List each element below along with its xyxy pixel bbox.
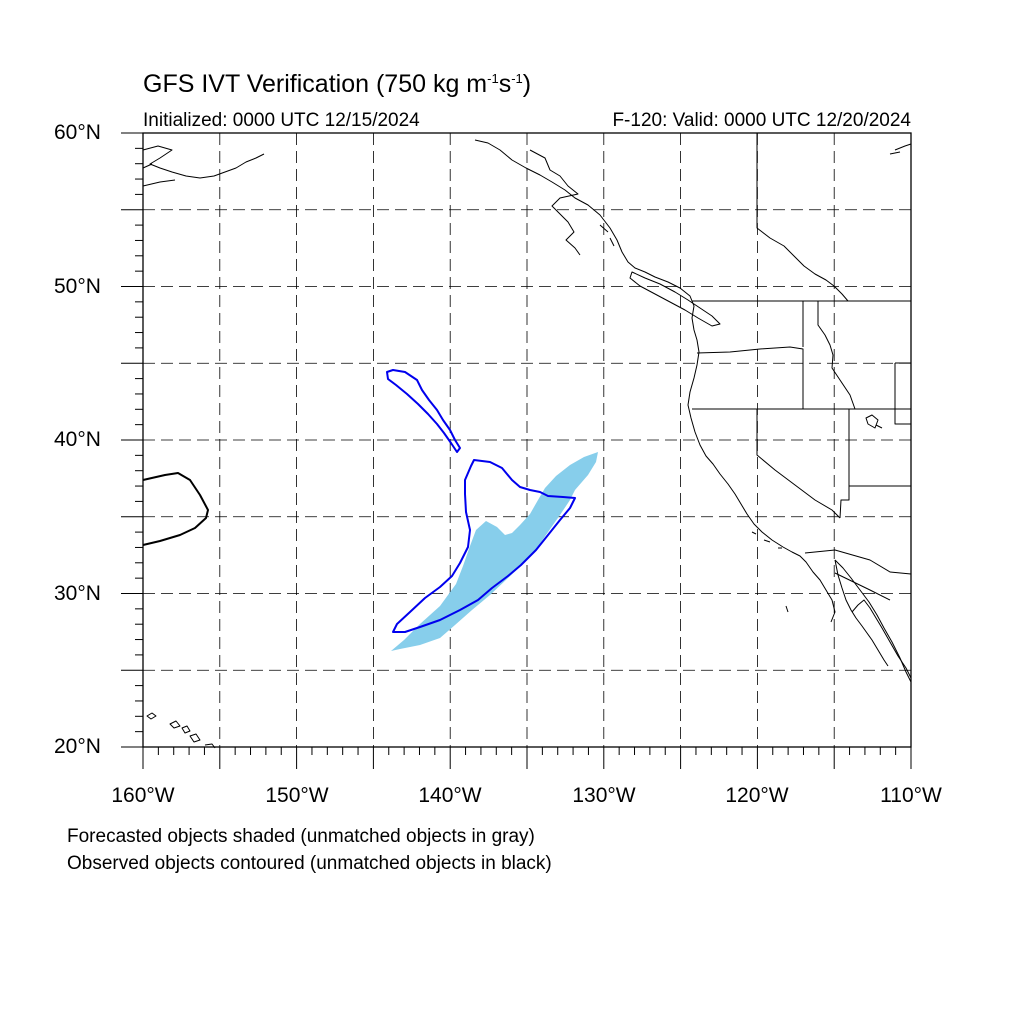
- init-time-label: Initialized: 0000 UTC 12/15/2024: [143, 110, 420, 131]
- lon-label-110w: 110°W: [880, 784, 942, 807]
- lat-label-50: 50°N: [54, 275, 101, 298]
- guadalupe-island: [785, 605, 789, 613]
- lon-label-150w: 150°W: [265, 784, 329, 807]
- border-us-mexico: [804, 549, 912, 575]
- lon-label-160w: 160°W: [111, 784, 175, 807]
- alaska-panhandle-islands: [529, 149, 615, 256]
- north-america-west-coast: [474, 139, 912, 683]
- observed-objects-contoured: [142, 369, 576, 633]
- legend-observed-note: Observed objects contoured (unmatched ob…: [67, 853, 552, 874]
- lat-label-40: 40°N: [54, 428, 101, 451]
- alaska-west: [142, 145, 265, 187]
- border-ca-nv: [756, 409, 841, 519]
- border-wa-or: [696, 346, 804, 409]
- forecast-object-shaded: [391, 452, 598, 651]
- gulf-coast-mexico: [851, 599, 912, 679]
- observed-object-matched-north: [386, 369, 461, 453]
- border-wy: [894, 362, 911, 425]
- border-az-nm: [834, 572, 891, 601]
- coastline-and-borders: [142, 133, 912, 749]
- lat-label-20: 20°N: [54, 735, 101, 758]
- great-salt-lake: [865, 414, 883, 429]
- plot-border: [142, 132, 912, 748]
- border-idaho: [802, 301, 856, 410]
- border-bc-alberta: [756, 133, 849, 302]
- hawaii-islands: [146, 712, 216, 749]
- axis-ticks: [121, 132, 912, 769]
- lon-label-120w: 120°W: [725, 784, 789, 807]
- baja-california: [834, 559, 889, 667]
- lon-label-140w: 140°W: [418, 784, 482, 807]
- observed-object-unmatched: [142, 472, 209, 546]
- observed-object-matched-main: [392, 459, 576, 633]
- grid-lines: [143, 133, 911, 747]
- vancouver-island: [629, 271, 721, 327]
- legend-forecast-note: Forecasted objects shaded (unmatched obj…: [67, 826, 535, 847]
- alaska-top: [889, 143, 912, 155]
- lon-label-130w: 130°W: [572, 784, 636, 807]
- lat-label-60: 60°N: [54, 121, 101, 144]
- border-nv-az: [839, 409, 850, 519]
- valid-time-label: F-120: Valid: 0000 UTC 12/20/2024: [612, 110, 911, 131]
- forecast-object-matched: [391, 452, 598, 651]
- lat-label-30: 30°N: [54, 582, 101, 605]
- chart-title: GFS IVT Verification (750 kg m-1s-1): [143, 70, 532, 98]
- channel-islands: [751, 531, 782, 549]
